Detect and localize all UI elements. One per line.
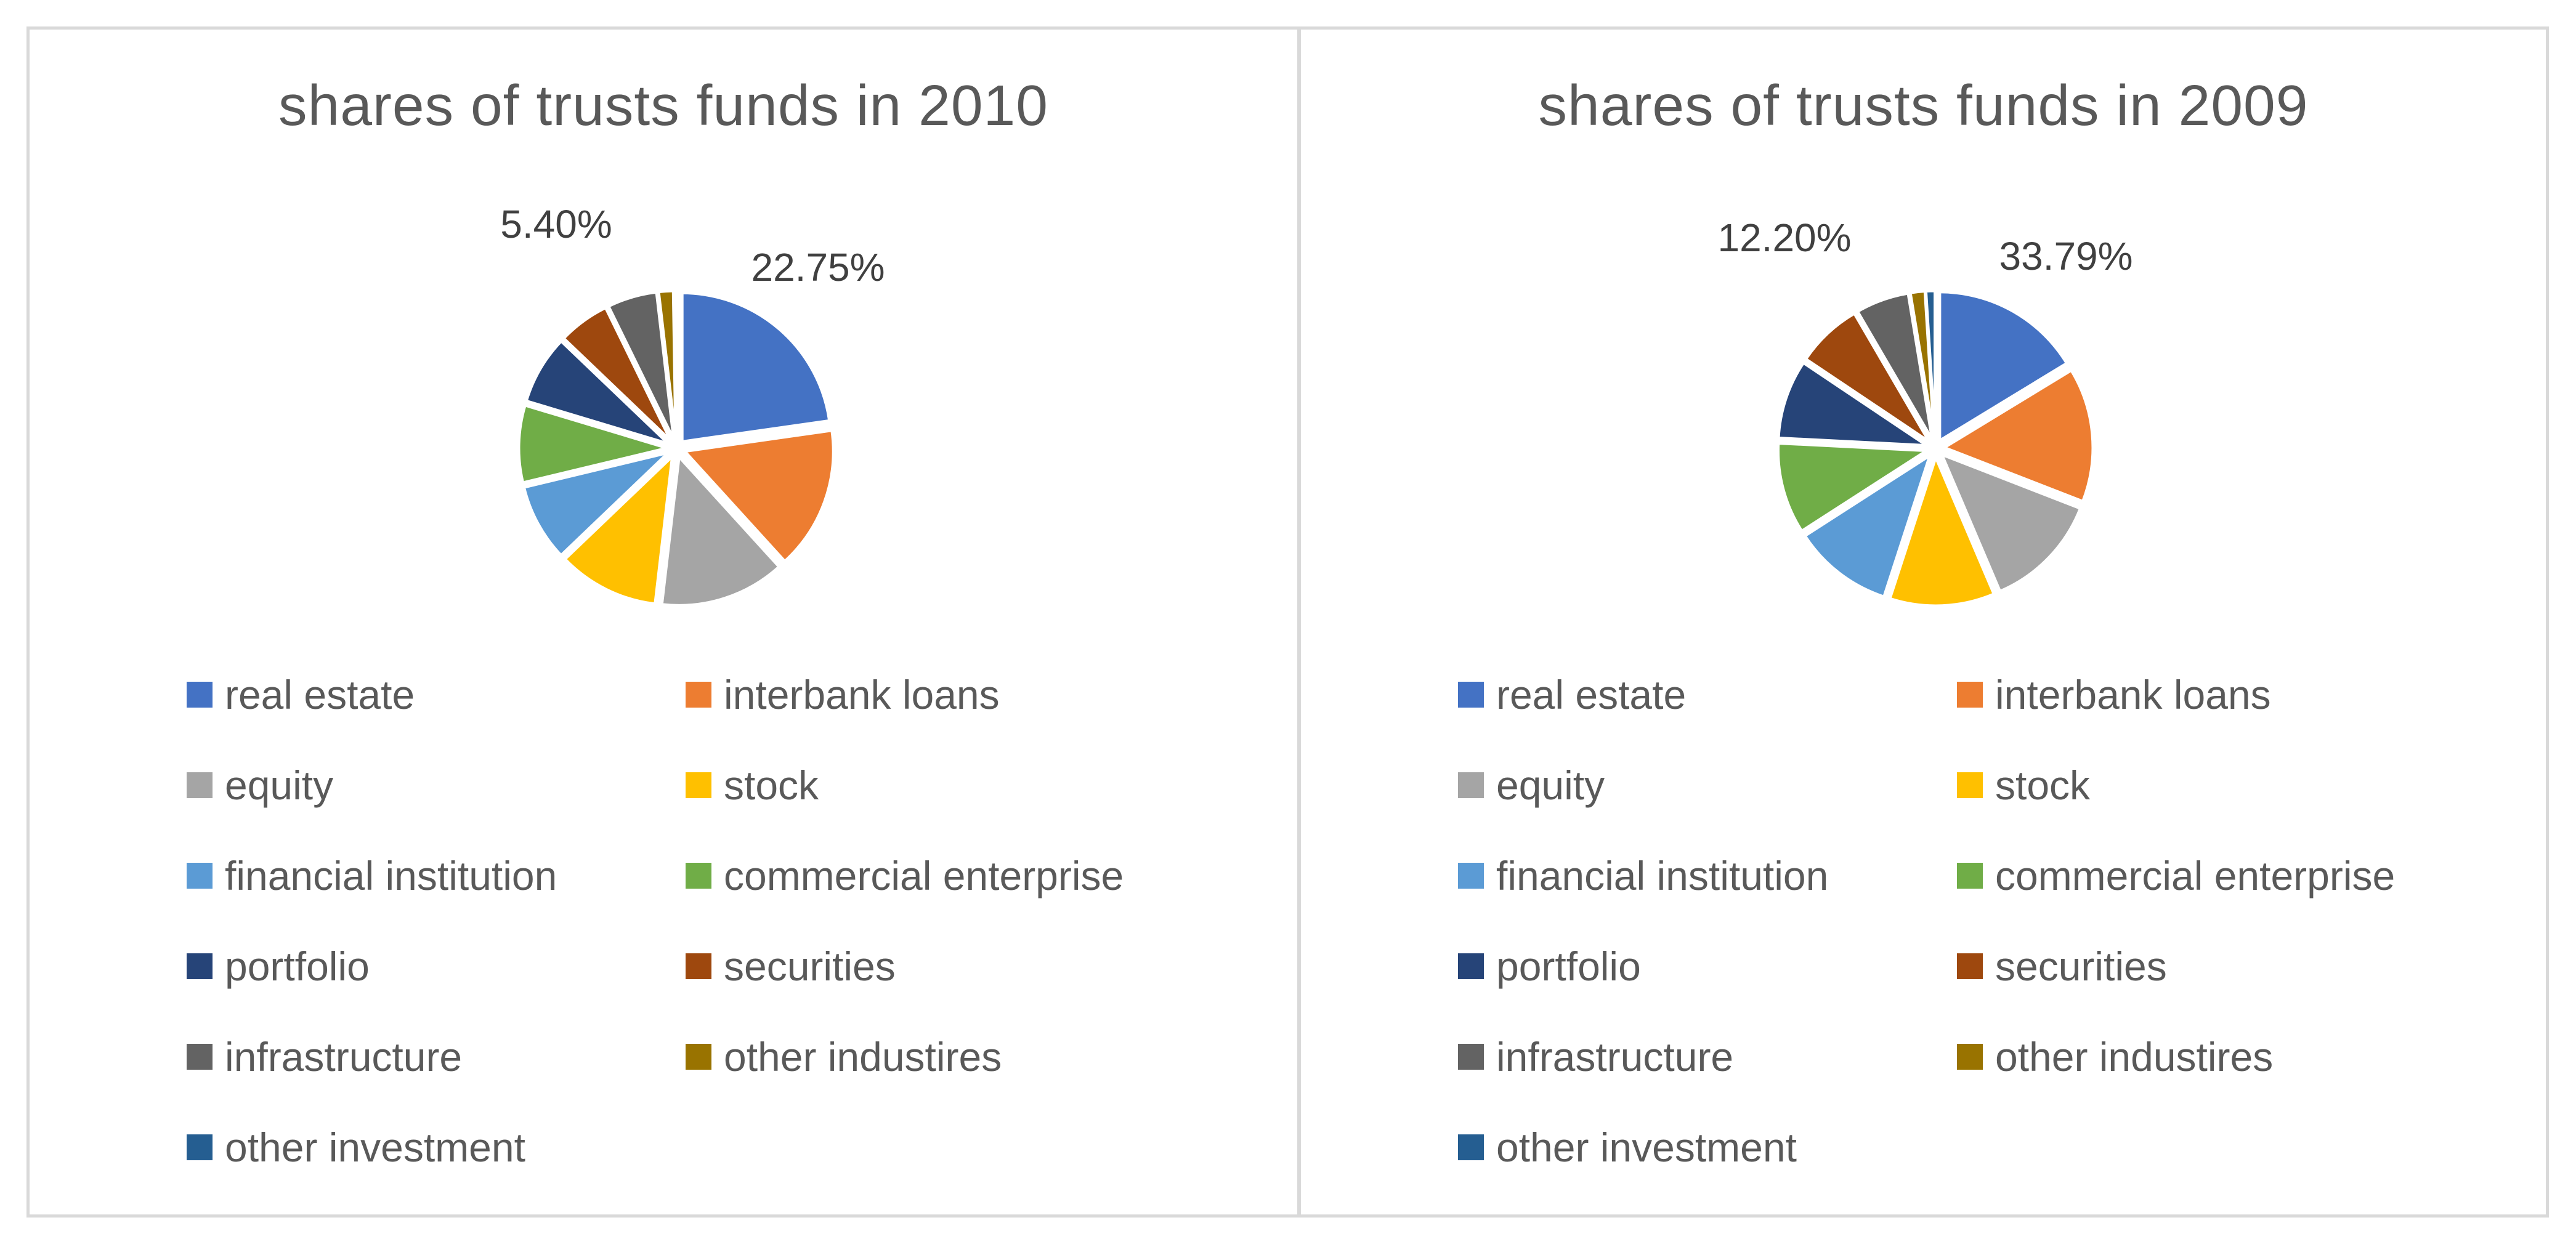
pie-slice-securities — [1803, 311, 1931, 443]
legend-swatch — [187, 772, 213, 798]
pie-slice-real-estate — [1938, 290, 2070, 444]
legend-label: infrastructure — [225, 1034, 463, 1080]
chart-panel-2010: shares of trusts funds in 2010 22.75% 5.4… — [26, 26, 1300, 1218]
legend-item-real-estate: real estate — [1458, 670, 1686, 719]
pie-slice-securities — [561, 305, 673, 443]
pie-slice-other-investment — [672, 289, 678, 440]
data-label-infrastructure: 12.20% — [1717, 216, 1851, 260]
legend-swatch — [1957, 1044, 1983, 1070]
pie-chart-2010: 22.75% 5.40% — [500, 202, 885, 607]
legend-swatch — [1458, 772, 1484, 798]
chart-panel-2009: shares of trusts funds in 2009 33.79% 12.… — [1298, 26, 2549, 1218]
chart-title: shares of trusts funds in 2009 — [1538, 73, 2309, 137]
legend-label: stock — [1995, 762, 2091, 808]
pie-slice-other-investment — [1924, 289, 1937, 440]
legend-label: other investment — [1496, 1125, 1797, 1170]
pie-slice-real-estate — [680, 291, 832, 444]
legend-swatch — [1458, 1134, 1484, 1160]
legend-item-stock: stock — [1957, 761, 2090, 810]
legend-swatch — [1458, 953, 1484, 979]
pie-slice-equity — [1938, 451, 2083, 594]
data-label-real-estate: 22.75% — [751, 245, 885, 289]
pie-slice-infrastructure — [1855, 291, 1934, 442]
legend-item-other-investment: other investment — [187, 1123, 525, 1172]
legend-label: other investment — [225, 1125, 525, 1170]
pie-slice-stock — [1887, 452, 1996, 608]
legend-item-other-industires: other industires — [1957, 1032, 2273, 1081]
pie-slice-commercial-enterprise — [517, 403, 674, 485]
legend-swatch — [1957, 863, 1983, 889]
legend-label: financial institution — [1496, 853, 1829, 899]
legend-label: equity — [1496, 762, 1605, 808]
pie-slice-portfolio — [524, 339, 670, 446]
pie-slice-stock — [562, 451, 675, 606]
legend-item-portfolio: portfolio — [187, 942, 370, 991]
legend-item-financial-institution: financial institution — [187, 851, 557, 900]
legend-swatch — [187, 1134, 213, 1160]
legend-swatch — [686, 953, 711, 979]
data-label-real-estate: 33.79% — [1999, 234, 2132, 278]
legend-label: stock — [724, 762, 819, 808]
legend-item-real-estate: real estate — [187, 670, 415, 719]
legend-label: commercial enterprise — [1995, 853, 2396, 899]
pie-slice-commercial-enterprise — [1776, 441, 1932, 534]
legend-item-infrastructure: infrastructure — [187, 1032, 462, 1081]
legend-label: securities — [1995, 943, 2167, 989]
legend-item-portfolio: portfolio — [1458, 942, 1641, 991]
legend-swatch — [187, 863, 213, 889]
legend-item-equity: equity — [187, 761, 333, 810]
legend-label: commercial enterprise — [724, 853, 1124, 899]
legend-item-interbank-loans: interbank loans — [686, 670, 1000, 719]
legend-swatch — [187, 1044, 213, 1070]
legend-swatch — [1458, 682, 1484, 708]
legend-label: equity — [225, 762, 334, 808]
legend-swatch — [686, 682, 711, 708]
legend-swatch — [1458, 863, 1484, 889]
legend-label: interbank loans — [1995, 672, 2271, 717]
legend-item-financial-institution: financial institution — [1458, 851, 1828, 900]
legend-label: interbank loans — [724, 672, 1000, 717]
legend-swatch — [686, 1044, 711, 1070]
pie-slice-portfolio — [1776, 360, 1933, 448]
legend-swatch — [1957, 682, 1983, 708]
legend-swatch — [1458, 1044, 1484, 1070]
pie-slice-financial-institution — [1802, 451, 1933, 599]
legend-label: other industires — [1995, 1034, 2274, 1080]
legend-label: portfolio — [1496, 943, 1641, 989]
data-label-infrastructure: 5.40% — [500, 202, 612, 246]
legend-item-infrastructure: infrastructure — [1458, 1032, 1733, 1081]
legend-item-other-industires: other industires — [686, 1032, 1002, 1081]
legend-label: real estate — [1496, 672, 1687, 717]
legend-item-securities: securities — [1957, 942, 2167, 991]
chart-title: shares of trusts funds in 2010 — [278, 73, 1049, 137]
legend-item-other-investment: other investment — [1458, 1123, 1797, 1172]
legend-swatch — [686, 863, 711, 889]
legend-item-interbank-loans: interbank loans — [1957, 670, 2271, 719]
legend-swatch — [1957, 953, 1983, 979]
legend-label: real estate — [225, 672, 415, 717]
legend-swatch — [1957, 772, 1983, 798]
legend-item-commercial-enterprise: commercial enterprise — [1957, 851, 2395, 900]
legend-swatch — [187, 682, 213, 708]
legend-label: infrastructure — [1496, 1034, 1734, 1080]
pie-chart-2009: 33.79% 12.20% — [1717, 216, 2133, 608]
legend-swatch — [187, 953, 213, 979]
legend-item-equity: equity — [1458, 761, 1605, 810]
legend-item-stock: stock — [686, 761, 819, 810]
pie-slice-infrastructure — [606, 290, 676, 441]
pie-slice-equity — [660, 453, 782, 607]
legend-item-commercial-enterprise: commercial enterprise — [686, 851, 1124, 900]
legend-swatch — [686, 772, 711, 798]
legend-label: other industires — [724, 1034, 1002, 1080]
legend-label: portfolio — [225, 943, 370, 989]
legend-label: securities — [724, 943, 896, 989]
legend-label: financial institution — [225, 853, 557, 899]
pie-slice-financial-institution — [522, 450, 674, 558]
legend-item-securities: securities — [686, 942, 896, 991]
pie-slice-interbank-loans — [681, 428, 835, 564]
pie-slice-interbank-loans — [1940, 368, 2095, 504]
